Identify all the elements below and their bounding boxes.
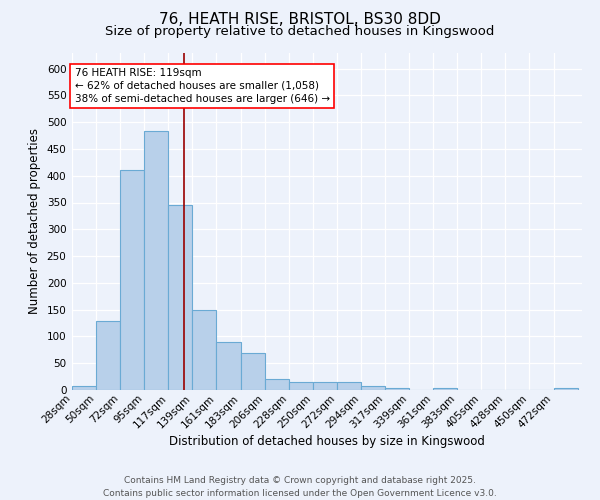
- X-axis label: Distribution of detached houses by size in Kingswood: Distribution of detached houses by size …: [169, 435, 485, 448]
- Bar: [385, 388, 409, 390]
- Text: Contains HM Land Registry data © Crown copyright and database right 2025.
Contai: Contains HM Land Registry data © Crown c…: [103, 476, 497, 498]
- Bar: [433, 388, 457, 390]
- Bar: [313, 382, 337, 390]
- Bar: [337, 382, 361, 390]
- Bar: [289, 382, 313, 390]
- Bar: [120, 170, 144, 390]
- Bar: [265, 380, 289, 390]
- Bar: [554, 388, 578, 390]
- Bar: [144, 131, 169, 390]
- Bar: [72, 386, 96, 390]
- Text: 76, HEATH RISE, BRISTOL, BS30 8DD: 76, HEATH RISE, BRISTOL, BS30 8DD: [159, 12, 441, 28]
- Bar: [193, 310, 217, 390]
- Bar: [241, 352, 265, 390]
- Y-axis label: Number of detached properties: Number of detached properties: [28, 128, 41, 314]
- Text: 76 HEATH RISE: 119sqm
← 62% of detached houses are smaller (1,058)
38% of semi-d: 76 HEATH RISE: 119sqm ← 62% of detached …: [74, 68, 329, 104]
- Bar: [361, 386, 385, 390]
- Text: Size of property relative to detached houses in Kingswood: Size of property relative to detached ho…: [106, 25, 494, 38]
- Bar: [96, 322, 120, 390]
- Bar: [217, 342, 241, 390]
- Bar: [169, 205, 193, 390]
